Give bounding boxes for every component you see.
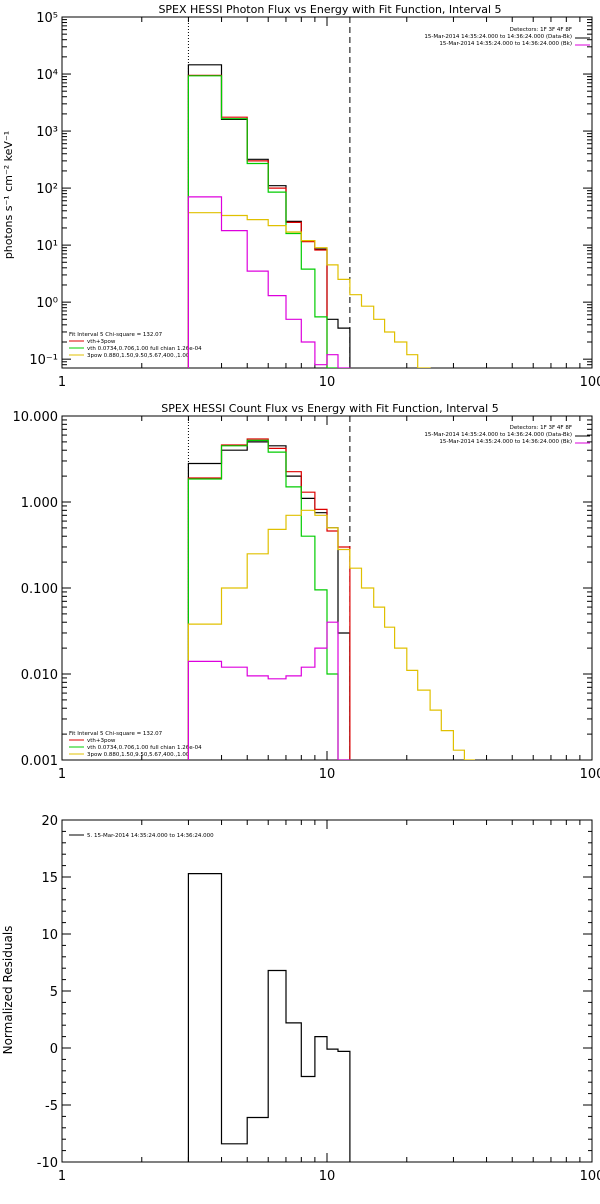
legend-3pow: 3pow 0.880,1.50,9.50,5.67,400.,1.00 xyxy=(87,353,190,359)
series-3pow xyxy=(188,213,430,388)
series-residuals xyxy=(188,874,350,1182)
legend-vth-3pow: vth+3pow xyxy=(87,339,116,345)
legend-vth: vth 0.0734,0.706,1.00 full chian 1.26e-0… xyxy=(87,745,202,751)
series-data-bk xyxy=(188,442,350,780)
legend-bk: 15-Mar-2014 14:35:24.000 to 14:36:24.000… xyxy=(439,41,572,47)
y-axis-label: Normalized Residuals xyxy=(1,926,15,1055)
legend-detectors: Detectors: 1F 3F 4F 8F xyxy=(510,27,572,33)
panel-photon-flux: SPEX HESSI Photon Flux vs Energy with Fi… xyxy=(2,3,600,390)
y-tick-label: 15 xyxy=(41,871,58,886)
x-tick-label: 10 xyxy=(319,1169,336,1184)
y-tick-label: -5 xyxy=(45,1099,58,1114)
y-tick-label: 10.000 xyxy=(13,410,59,425)
series-bk xyxy=(188,622,350,780)
series-vth xyxy=(188,76,338,388)
x-tick-label: 1 xyxy=(58,375,66,390)
y-tick-label: 20 xyxy=(41,814,58,829)
series-vth xyxy=(188,440,350,780)
y-tick-label: 10⁴ xyxy=(36,68,58,83)
legend-right: Detectors: 1F 3F 4F 8F 15-Mar-2014 14:35… xyxy=(424,27,590,47)
y-tick-label: 0 xyxy=(50,1042,58,1057)
panel-count-flux: SPEX HESSI Count Flux vs Energy with Fit… xyxy=(13,402,600,782)
legend-data-bk: 15-Mar-2014 14:35:24.000 to 14:36:24.000… xyxy=(424,34,572,40)
panel-title: SPEX HESSI Count Flux vs Energy with Fit… xyxy=(161,402,498,415)
legend-fit-interval: Fit Interval 5 Chi-square = 132.07 xyxy=(69,332,163,338)
legend-left: Fit Interval 5 Chi-square = 132.07 vth+3… xyxy=(69,332,202,359)
legend-data-bk: 15-Mar-2014 14:35:24.000 to 14:36:24.000… xyxy=(424,432,572,438)
y-axis-label: photons s⁻¹ cm⁻² keV⁻¹ xyxy=(2,131,15,259)
legend-fit-interval: Fit Interval 5 Chi-square = 132.07 xyxy=(69,731,163,737)
y-tick-label: 0.010 xyxy=(21,668,58,683)
legend-left: Fit Interval 5 Chi-square = 132.07 vth+3… xyxy=(69,731,202,758)
y-tick-label: 10² xyxy=(36,182,58,197)
legend-right: Detectors: 1F 3F 4F 8F 15-Mar-2014 14:35… xyxy=(424,425,590,445)
x-tick-label: 100 xyxy=(580,767,600,782)
y-tick-label: 5 xyxy=(50,985,58,1000)
plot-frame xyxy=(62,416,592,760)
y-tick-label: 10⁰ xyxy=(36,296,58,311)
panel-residuals: Normalized Residuals 5. 15-Mar-2014 14:3… xyxy=(1,814,600,1184)
legend-vth: vth 0.0734,0.706,1.00 full chian 1.26e-0… xyxy=(87,346,202,352)
y-tick-label: 10³ xyxy=(36,125,58,140)
legend-detectors: Detectors: 1F 3F 4F 8F xyxy=(510,425,572,431)
x-tick-label: 1 xyxy=(58,767,66,782)
plot-frame xyxy=(62,820,592,1162)
panel-title: SPEX HESSI Photon Flux vs Energy with Fi… xyxy=(158,3,501,16)
y-tick-label: 10⁻¹ xyxy=(29,353,58,368)
y-tick-label: 1.000 xyxy=(21,496,58,511)
x-tick-label: 10 xyxy=(319,767,336,782)
legend-vth-3pow: vth+3pow xyxy=(87,738,116,744)
legend-bk: 15-Mar-2014 14:35:24.000 to 14:36:24.000… xyxy=(439,439,572,445)
series-data-bk xyxy=(188,65,350,388)
legend-left-top: 5. 15-Mar-2014 14:35:24.000 to 14:36:24.… xyxy=(69,833,214,839)
x-tick-label: 100 xyxy=(580,375,600,390)
x-tick-label: 10 xyxy=(319,375,336,390)
y-tick-label: -10 xyxy=(37,1156,58,1171)
y-tick-label: 0.100 xyxy=(21,582,58,597)
y-tick-label: 10 xyxy=(41,928,58,943)
x-tick-label: 100 xyxy=(580,1169,600,1184)
series-vth-3pow xyxy=(188,75,327,388)
y-tick-label: 10¹ xyxy=(36,239,58,254)
x-tick-label: 1 xyxy=(58,1169,66,1184)
series-vth-3pow xyxy=(188,439,350,780)
y-tick-label: 10⁵ xyxy=(36,11,58,26)
y-tick-label: 0.001 xyxy=(21,754,58,769)
legend-3pow: 3pow 0.880,1.50,9.50,5.67,400.,1.00 xyxy=(87,752,190,758)
series-3pow xyxy=(188,510,474,780)
legend-interval: 5. 15-Mar-2014 14:35:24.000 to 14:36:24.… xyxy=(87,833,214,839)
